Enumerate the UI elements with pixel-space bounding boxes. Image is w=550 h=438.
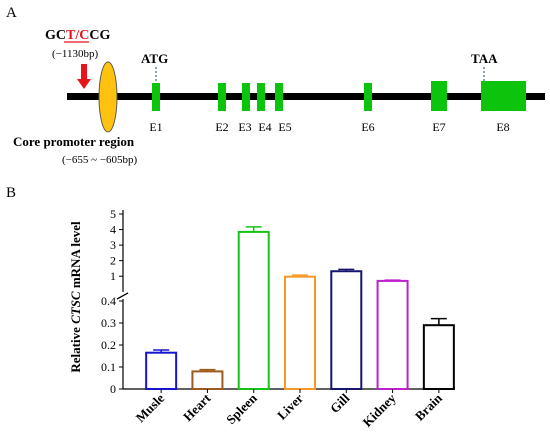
exon-e4 — [257, 83, 265, 111]
promoter-ellipse — [98, 61, 118, 133]
exon-group — [152, 81, 526, 111]
exon-e7 — [431, 81, 447, 111]
axis-break-mark — [116, 292, 129, 300]
panel-b-label: B — [6, 185, 16, 201]
exon-e1 — [152, 83, 160, 111]
gene-backbone — [67, 93, 545, 100]
exon-labels: E1 E2 E3 E4 E5 E6 E7 E8 — [149, 120, 509, 134]
x-tick-label-gill: Gill — [327, 390, 353, 416]
bar-kidney — [376, 279, 409, 390]
exon-label-e7: E7 — [432, 120, 445, 134]
x-tick-label-kidney: Kidney — [359, 390, 399, 430]
exon-e3 — [242, 83, 250, 111]
y-tick-label: 0 — [110, 382, 116, 396]
bars — [145, 230, 455, 391]
snp-variant: T/C — [66, 28, 89, 43]
start-codon-label: ATG — [141, 51, 168, 66]
y-tick-label: 5 — [110, 207, 116, 221]
x-tick-label-musle: Musle — [133, 390, 168, 425]
promoter-range: (−655 ~ −605bp) — [62, 154, 138, 166]
bar-liver — [284, 275, 316, 391]
x-tick-labels: Musle Heart Spleen Liver Gill Kidney Brain — [133, 389, 446, 430]
promoter-title: Core promoter region — [13, 134, 135, 149]
bar-heart — [191, 370, 224, 390]
bar-gill — [330, 270, 363, 390]
exon-label-e2: E2 — [215, 120, 228, 134]
exon-e6 — [364, 83, 372, 111]
y-tick-label: 4 — [110, 223, 116, 237]
y-ticks: 0 0.1 0.2 0.3 0.4 12 34 5 — [101, 207, 123, 396]
exon-label-e5: E5 — [278, 120, 291, 134]
x-tick-label-brain: Brain — [412, 390, 446, 424]
x-tick-label-liver: Liver — [274, 390, 306, 422]
bar-musle — [145, 351, 178, 391]
y-tick-label: 2 — [110, 254, 116, 268]
exon-label-e4: E4 — [258, 120, 271, 134]
exon-e8 — [481, 81, 526, 111]
y-tick-label: 0.4 — [101, 294, 116, 308]
y-tick-label: 0.2 — [101, 338, 116, 352]
bar-brain — [422, 324, 455, 391]
exon-e2 — [218, 83, 226, 111]
y-tick-label: 3 — [110, 238, 116, 252]
exon-label-e6: E6 — [361, 120, 374, 134]
y-tick-label: 1 — [110, 269, 116, 283]
snp-position: (−1130bp) — [52, 48, 98, 60]
bar-spleen — [237, 230, 270, 390]
snp-arrow-icon — [77, 64, 91, 89]
exon-label-e1: E1 — [149, 120, 162, 134]
x-tick-label-heart: Heart — [180, 390, 214, 424]
y-axis-label: Relative CTSC mRNA level — [68, 221, 83, 373]
exon-label-e3: E3 — [238, 120, 251, 134]
exon-label-e8: E8 — [496, 120, 509, 134]
exon-e5 — [275, 83, 283, 111]
stop-codon-label: TAA — [471, 51, 498, 66]
error-bars — [153, 226, 447, 372]
y-tick-label: 0.1 — [101, 360, 116, 374]
panel-a-label: A — [6, 5, 17, 21]
snp-sequence: GCT/CCG — [45, 28, 110, 43]
y-tick-label: 0.3 — [101, 316, 116, 330]
x-tick-label-spleen: Spleen — [223, 390, 260, 427]
